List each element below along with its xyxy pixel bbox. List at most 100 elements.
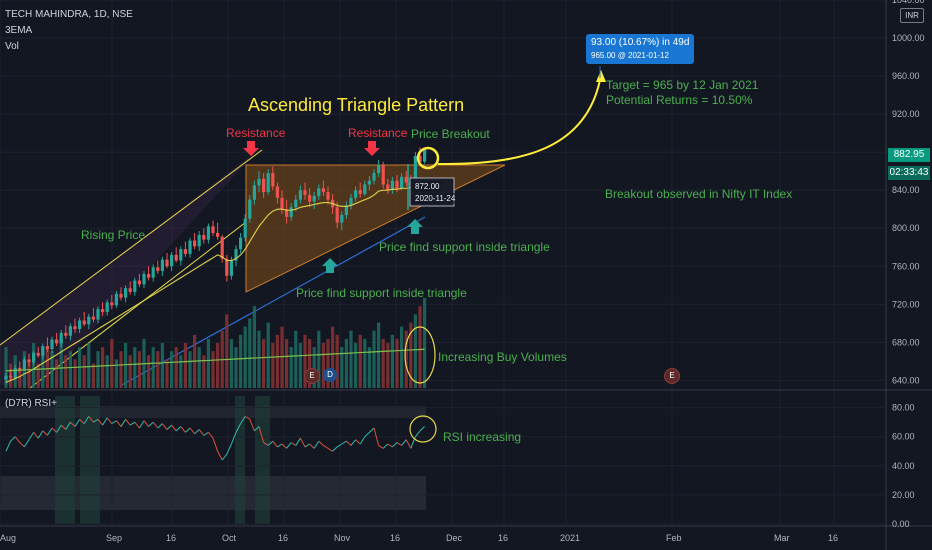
candle-body-25 <box>119 293 123 298</box>
rsi-segment-9 <box>42 430 48 436</box>
rsi-segment-11 <box>51 427 57 433</box>
candle-body-14 <box>68 326 72 336</box>
support-inside-label: Price find support inside triangle <box>379 240 550 254</box>
volume-bar-59 <box>275 334 279 388</box>
volume-bar-87 <box>404 330 408 388</box>
volume-bar-45 <box>211 351 215 388</box>
rsi-segment-16 <box>74 419 81 427</box>
rsi-segment-20 <box>93 418 99 423</box>
volume-bar-71 <box>331 326 335 388</box>
rsi-segment-61 <box>281 443 287 449</box>
candle-body-76 <box>354 190 358 198</box>
candle-body-68 <box>317 188 321 196</box>
rsi-segment-50 <box>230 432 237 445</box>
candle-body-59 <box>275 186 279 198</box>
resistance-arrow-1 <box>243 141 259 156</box>
candle-body-43 <box>202 234 206 240</box>
rsi-tick-label-1: 60.00 <box>892 432 915 442</box>
rsi-band-upper <box>0 406 426 418</box>
candle-body-84 <box>390 180 394 191</box>
currency-badge[interactable]: INR <box>900 8 924 23</box>
rsi-segment-41 <box>189 427 195 435</box>
rsi-segment-28 <box>129 421 136 426</box>
volume-bar-77 <box>358 334 362 388</box>
candle-body-56 <box>262 178 266 193</box>
rsi-tick-label-2: 40.00 <box>892 461 915 471</box>
volume-bar-3 <box>18 367 22 388</box>
rsi-segment-38 <box>175 426 182 432</box>
rsi-segment-13 <box>60 424 67 430</box>
candle-body-26 <box>124 288 128 298</box>
volume-bar-42 <box>197 347 201 388</box>
rsi-segment-88 <box>405 439 412 449</box>
volume-bar-29 <box>137 351 141 388</box>
earnings-event-marker[interactable]: E <box>304 368 320 384</box>
candle-body-29 <box>137 280 141 285</box>
rsi-segment-80 <box>369 427 375 433</box>
volume-bar-68 <box>317 330 321 388</box>
volume-bar-8 <box>41 355 45 388</box>
rsi-note: RSI increasing <box>443 430 522 444</box>
rsi-segment-74 <box>341 440 347 445</box>
rsi-segment-79 <box>364 432 370 438</box>
candle-body-72 <box>335 207 339 223</box>
rsi-segment-34 <box>157 423 163 429</box>
volume-bar-21 <box>101 347 105 388</box>
time-tick-label-2: 16 <box>166 533 176 543</box>
volume-bar-86 <box>400 326 404 388</box>
rsi-segment-51 <box>235 423 242 433</box>
rsi-segment-21 <box>97 418 103 426</box>
volume-bar-52 <box>243 326 247 388</box>
countdown-tag: 02:33:43 <box>888 166 930 180</box>
rsi-segment-70 <box>323 445 329 449</box>
rsi-segment-37 <box>171 424 177 432</box>
candle-body-60 <box>280 197 284 210</box>
volume-bar-85 <box>395 338 399 388</box>
volume-bar-76 <box>354 343 358 388</box>
candle-body-80 <box>372 173 376 181</box>
volume-ellipse <box>404 326 436 384</box>
volume-bar-40 <box>188 351 192 388</box>
time-tick-label-5: Nov <box>334 533 351 543</box>
candle-body-79 <box>367 180 371 185</box>
time-tick-label-3: Oct <box>222 533 237 543</box>
candle-body-33 <box>156 267 160 272</box>
rsi-segment-32 <box>148 421 154 427</box>
candle-body-40 <box>188 240 192 254</box>
earnings-event-marker-2[interactable]: E <box>664 368 680 384</box>
rsi-segment-81 <box>373 427 380 446</box>
rsi-segment-23 <box>106 417 113 424</box>
volume-bar-65 <box>303 334 307 388</box>
rsi-segment-14 <box>65 421 71 430</box>
rsi-shade-3 <box>255 396 270 524</box>
volume-bar-23 <box>110 338 114 388</box>
rsi-shade-0 <box>55 396 75 524</box>
volume-bar-25 <box>119 351 123 388</box>
volume-bar-15 <box>73 359 77 388</box>
candle-body-6 <box>32 352 36 363</box>
candle-body-44 <box>206 226 210 240</box>
candle-body-37 <box>174 254 178 261</box>
candle-body-27 <box>128 288 132 292</box>
pattern-title: Ascending Triangle Pattern <box>248 95 465 115</box>
volume-bar-20 <box>96 351 100 388</box>
candle-body-69 <box>321 188 325 193</box>
price-tick-label-1: 1000.00 <box>892 33 925 43</box>
rsi-segment-24 <box>111 420 117 425</box>
candle-body-70 <box>326 192 330 200</box>
price-range-callout[interactable]: 93.00 (10.67%) in 49d 965.00 @ 2021-01-1… <box>586 34 695 64</box>
volume-bar-78 <box>363 338 367 388</box>
dividend-event-marker[interactable]: D <box>323 368 337 382</box>
volume-bar-80 <box>372 330 376 388</box>
volume-bar-91 <box>423 298 427 388</box>
rsi-segment-36 <box>166 424 172 430</box>
candle-body-65 <box>303 190 307 195</box>
breakout-circle <box>416 146 440 170</box>
rsi-segment-2 <box>10 436 16 442</box>
breakout-date-label: 2020-11-24 <box>412 193 459 204</box>
volume-bar-88 <box>409 322 413 388</box>
rsi-segment-43 <box>198 429 205 436</box>
price-tick-label-8: 720.00 <box>892 299 920 309</box>
rising-channel-upper <box>0 149 263 346</box>
